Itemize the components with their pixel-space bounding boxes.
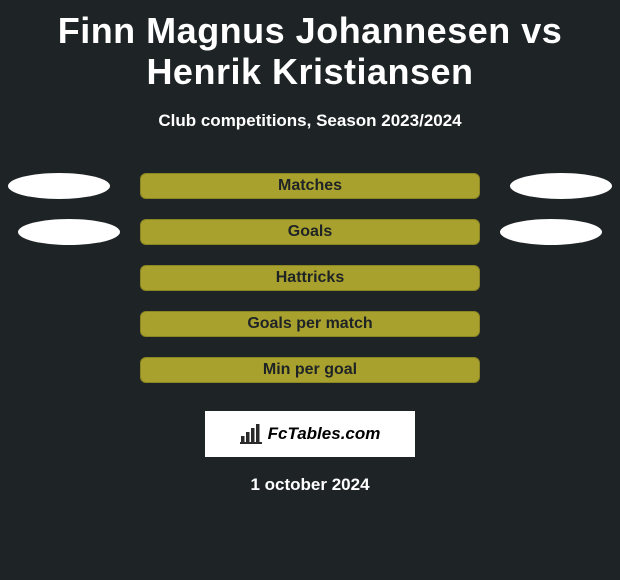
metric-bar-label: Matches — [278, 177, 342, 195]
left-value-ellipse — [18, 219, 120, 245]
brand-text: FcTables.com — [268, 424, 381, 444]
metric-bar: Matches — [140, 173, 480, 199]
metric-bar: Hattricks — [140, 265, 480, 291]
chart-row: Min per goal — [0, 357, 620, 383]
metric-bar: Goals — [140, 219, 480, 245]
metric-bar-label: Min per goal — [263, 361, 357, 379]
metric-bar-label: Goals — [288, 223, 332, 241]
chart-row: Hattricks — [0, 265, 620, 291]
left-value-ellipse — [8, 173, 110, 199]
date-line: 1 october 2024 — [0, 475, 620, 495]
chart-row: Goals per match — [0, 311, 620, 337]
subtitle: Club competitions, Season 2023/2024 — [0, 111, 620, 131]
metric-bar-label: Hattricks — [276, 269, 344, 287]
metric-bar: Min per goal — [140, 357, 480, 383]
right-value-ellipse — [500, 219, 602, 245]
right-value-ellipse — [510, 173, 612, 199]
metric-bar: Goals per match — [140, 311, 480, 337]
chart-row: Goals — [0, 219, 620, 245]
brand-badge: FcTables.com — [205, 411, 415, 457]
metric-bar-label: Goals per match — [247, 315, 372, 333]
page-title: Finn Magnus Johannesen vs Henrik Kristia… — [0, 0, 620, 93]
chart-row: Matches — [0, 173, 620, 199]
comparison-chart: Matches Goals Hattricks Goals per match Min … — [0, 173, 620, 383]
bar-chart-icon — [240, 424, 262, 444]
